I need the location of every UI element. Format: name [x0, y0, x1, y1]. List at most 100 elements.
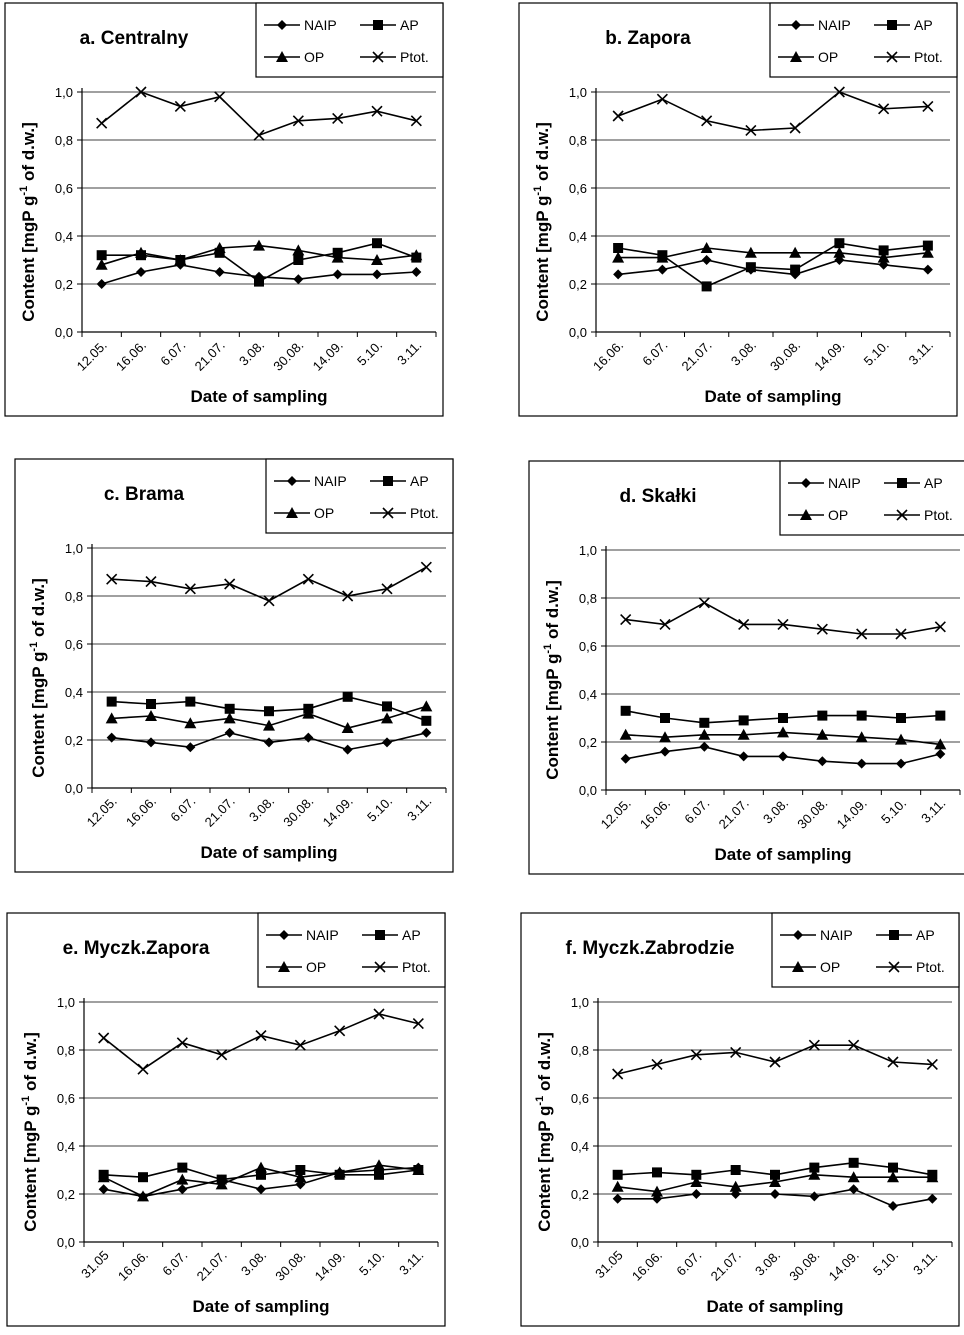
data-point — [372, 238, 382, 249]
data-point — [690, 1049, 702, 1061]
x-tick-label: 5.10. — [861, 338, 892, 369]
data-point — [698, 597, 710, 609]
data-point — [293, 255, 304, 265]
x-tick-label: 5.10. — [356, 1248, 387, 1279]
data-point — [817, 756, 828, 767]
x-tick-label: 21.07. — [202, 794, 238, 830]
legend-label: NAIP — [820, 927, 853, 943]
y-tick-label: 1,0 — [579, 543, 597, 558]
data-point — [341, 722, 354, 733]
y-tick-label: 0,6 — [579, 639, 597, 654]
x-tick-label: 6.07. — [159, 1248, 190, 1279]
data-point — [730, 1046, 742, 1058]
legend-marker — [800, 509, 812, 520]
legend-box — [255, 2, 444, 78]
data-point — [877, 251, 890, 263]
x-tick-label: 5.10. — [354, 338, 385, 369]
data-point — [224, 727, 235, 738]
data-point — [412, 1164, 425, 1175]
data-point — [730, 1165, 741, 1175]
legend-marker — [887, 20, 897, 30]
data-point — [745, 262, 756, 273]
legend-label: AP — [410, 473, 429, 489]
series-op — [619, 726, 947, 750]
x-axis-label: Date of sampling — [707, 1297, 844, 1316]
data-point — [652, 1167, 662, 1178]
x-tick-label: 5.10. — [878, 796, 909, 827]
legend-label: OP — [304, 49, 324, 65]
data-point — [420, 700, 433, 712]
data-point — [98, 1032, 110, 1044]
x-tick-label: 3.08. — [728, 338, 759, 369]
y-tick-label: 0,8 — [55, 133, 73, 148]
data-point — [382, 701, 392, 712]
data-point — [421, 715, 432, 726]
data-point — [770, 1169, 780, 1180]
data-point — [295, 1165, 306, 1175]
data-point — [878, 245, 889, 256]
x-tick-label: 3.08. — [760, 796, 791, 827]
data-point — [856, 628, 868, 640]
x-tick-label: 5.10. — [364, 794, 395, 825]
data-point — [332, 112, 344, 124]
legend-marker — [286, 507, 298, 518]
x-tick-label: 3.11. — [910, 1248, 940, 1278]
data-point — [263, 595, 275, 607]
x-tick-label: 6.07. — [167, 794, 198, 825]
data-point — [410, 249, 423, 261]
y-tick-label: 1,0 — [569, 85, 587, 100]
data-point — [333, 1166, 346, 1178]
data-point — [896, 758, 906, 769]
data-point — [848, 1184, 859, 1195]
data-point — [612, 1169, 623, 1180]
data-point — [700, 242, 713, 253]
y-tick-label: 0,6 — [569, 181, 587, 196]
legend-marker — [279, 930, 289, 940]
data-point — [332, 269, 343, 280]
series-line — [617, 1044, 933, 1075]
y-tick-label: 1,0 — [571, 995, 589, 1010]
data-point — [264, 737, 274, 748]
legend-marker — [276, 51, 288, 62]
data-point — [97, 1171, 110, 1183]
legend-marker — [277, 20, 287, 30]
data-point — [331, 251, 344, 263]
data-point — [373, 1159, 385, 1171]
x-axis-label: Date of sampling — [705, 387, 842, 406]
legend-marker — [375, 930, 385, 940]
data-point — [382, 737, 392, 748]
data-point — [613, 269, 624, 280]
data-point — [778, 713, 788, 723]
chart-panel-f: 0,0 0,2 0,4 0,6 0,8 1,0 31.05 16.06. 6.07. 21.07.… — [520, 912, 960, 1327]
y-axis-label: Content [mgP g-1 of d.w.] — [532, 122, 552, 322]
data-point — [302, 707, 315, 719]
panel-frame — [14, 458, 454, 873]
data-point — [895, 733, 907, 745]
data-point — [888, 1162, 898, 1173]
x-tick-label: 16.06. — [590, 338, 626, 374]
y-tick-label: 0,0 — [579, 783, 597, 798]
data-point — [887, 1171, 899, 1183]
chart-title: e. Myczk.Zapora — [63, 938, 210, 959]
x-tick-label: 16.06. — [115, 1248, 151, 1284]
legend-label: Ptot. — [400, 49, 429, 65]
x-tick-label: 31.05 — [78, 1248, 112, 1282]
x-tick-label: 30.08. — [786, 1248, 822, 1284]
data-point — [214, 267, 225, 277]
data-point — [184, 583, 196, 595]
data-point — [848, 1157, 859, 1168]
data-point — [342, 691, 353, 702]
data-point — [656, 93, 668, 105]
legend-marker — [278, 961, 290, 972]
data-point — [659, 731, 671, 743]
data-point — [135, 246, 147, 258]
y-tick-label: 0,2 — [65, 733, 83, 748]
data-point — [342, 744, 353, 755]
legend-marker — [382, 507, 394, 519]
chart-title: f. Myczk.Zabrodzie — [566, 938, 735, 959]
x-tick-label: 3.08. — [752, 1248, 783, 1279]
y-axis-label: Content [mgP g-1 of d.w.] — [18, 122, 38, 322]
legend-label: Ptot. — [914, 49, 943, 65]
legend-marker — [888, 961, 900, 973]
y-tick-label: 0,2 — [569, 277, 587, 292]
